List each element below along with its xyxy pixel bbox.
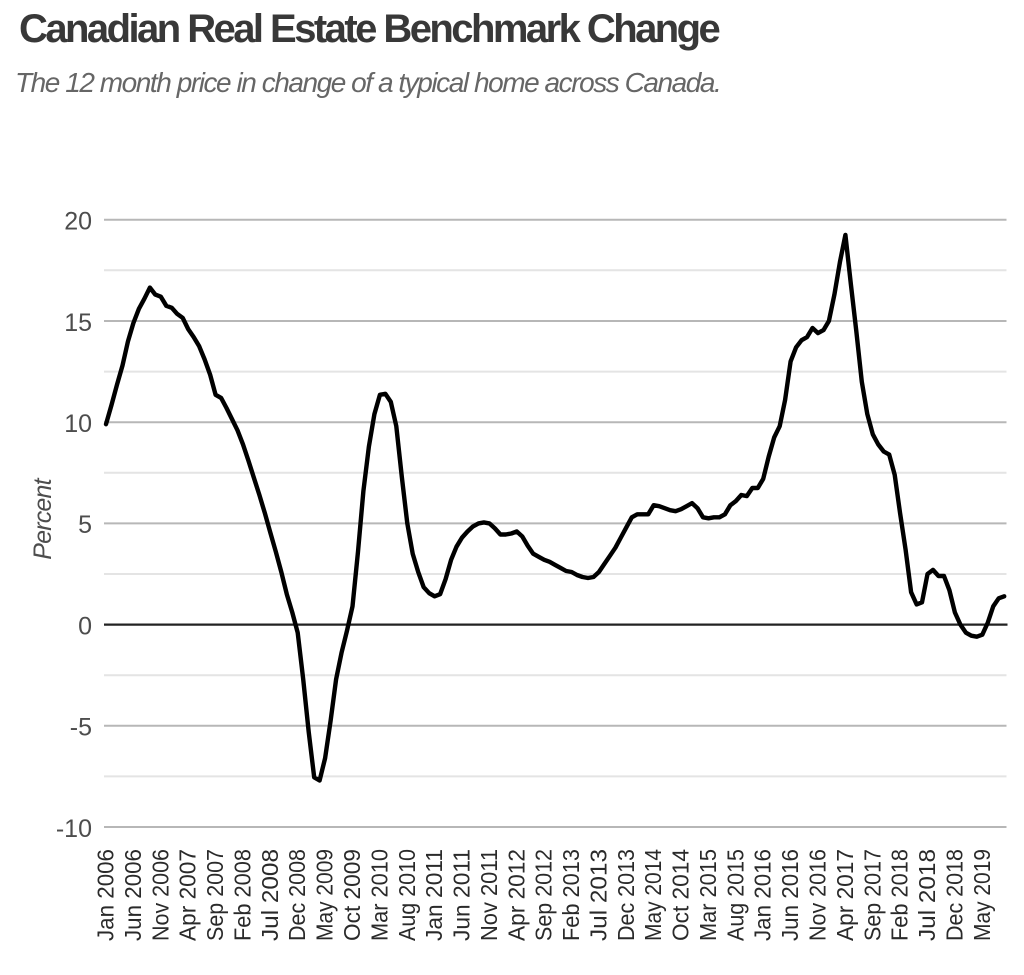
svg-text:Jul 2013: Jul 2013 xyxy=(585,849,611,941)
svg-text:Feb 2008: Feb 2008 xyxy=(230,849,256,941)
svg-text:Nov 2016: Nov 2016 xyxy=(805,849,831,941)
svg-text:Mar 2010: Mar 2010 xyxy=(366,849,392,941)
svg-text:Nov 2011: Nov 2011 xyxy=(476,849,502,941)
svg-text:-5: -5 xyxy=(70,714,92,742)
svg-text:Jan 2011: Jan 2011 xyxy=(421,849,447,941)
svg-text:Feb 2013: Feb 2013 xyxy=(558,849,584,941)
svg-text:Apr 2017: Apr 2017 xyxy=(832,849,858,941)
svg-text:Sep 2007: Sep 2007 xyxy=(202,849,228,941)
svg-text:20: 20 xyxy=(64,208,92,236)
svg-text:Jul 2018: Jul 2018 xyxy=(914,849,940,941)
svg-text:Dec 2013: Dec 2013 xyxy=(613,849,639,941)
svg-text:5: 5 xyxy=(78,511,92,539)
svg-text:Jan 2006: Jan 2006 xyxy=(93,849,119,941)
svg-text:Jul 2008: Jul 2008 xyxy=(257,849,283,941)
svg-text:Oct 2009: Oct 2009 xyxy=(339,849,365,941)
svg-text:10: 10 xyxy=(64,410,92,438)
svg-text:Jun 2011: Jun 2011 xyxy=(449,849,475,941)
svg-text:Feb 2018: Feb 2018 xyxy=(887,849,913,941)
svg-text:Sep 2012: Sep 2012 xyxy=(531,849,557,941)
svg-text:Apr 2007: Apr 2007 xyxy=(175,849,201,941)
svg-text:Jan 2016: Jan 2016 xyxy=(750,849,776,941)
svg-text:Dec 2018: Dec 2018 xyxy=(941,849,967,941)
svg-text:Aug 2010: Aug 2010 xyxy=(394,849,420,941)
svg-text:0: 0 xyxy=(78,612,92,640)
svg-text:Aug 2015: Aug 2015 xyxy=(722,849,748,941)
svg-text:May 2009: May 2009 xyxy=(312,849,338,941)
svg-text:Percent: Percent xyxy=(29,477,57,559)
svg-text:Jun 2006: Jun 2006 xyxy=(120,849,146,941)
svg-text:Nov 2006: Nov 2006 xyxy=(147,849,173,941)
svg-text:-10: -10 xyxy=(56,815,92,843)
svg-text:Oct 2014: Oct 2014 xyxy=(668,849,694,941)
svg-text:15: 15 xyxy=(64,309,92,337)
svg-text:May 2014: May 2014 xyxy=(640,849,666,941)
svg-text:Jun 2016: Jun 2016 xyxy=(777,849,803,941)
svg-text:May 2019: May 2019 xyxy=(969,849,995,941)
svg-text:Apr 2012: Apr 2012 xyxy=(503,849,529,941)
svg-text:Sep 2017: Sep 2017 xyxy=(859,849,885,941)
svg-text:Mar 2015: Mar 2015 xyxy=(695,849,721,941)
svg-text:Dec 2008: Dec 2008 xyxy=(284,849,310,941)
